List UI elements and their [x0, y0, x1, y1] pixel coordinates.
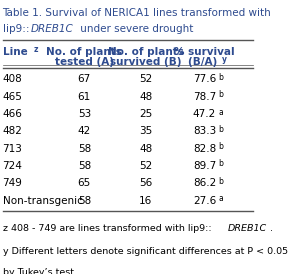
Text: 48: 48 — [139, 144, 152, 153]
Text: % survival: % survival — [174, 47, 235, 57]
Text: 89.7: 89.7 — [193, 161, 216, 171]
Text: 65: 65 — [78, 178, 91, 188]
Text: 58: 58 — [78, 161, 91, 171]
Text: 482: 482 — [2, 126, 22, 136]
Text: 77.6: 77.6 — [193, 74, 216, 84]
Text: lip9::: lip9:: — [2, 24, 29, 34]
Text: 42: 42 — [78, 126, 91, 136]
Text: z: z — [33, 45, 38, 55]
Text: 48: 48 — [139, 92, 152, 102]
Text: a: a — [218, 108, 223, 116]
Text: DREB1C: DREB1C — [31, 24, 74, 34]
Text: 53: 53 — [78, 109, 91, 119]
Text: z 408 - 749 are lines transformed with lip9::: z 408 - 749 are lines transformed with l… — [2, 224, 211, 233]
Text: 465: 465 — [2, 92, 22, 102]
Text: 408: 408 — [2, 74, 22, 84]
Text: y Different letters denote significant differences at P < 0.05: y Different letters denote significant d… — [2, 247, 288, 256]
Text: 713: 713 — [2, 144, 22, 153]
Text: 466: 466 — [2, 109, 22, 119]
Text: No. of plants: No. of plants — [108, 47, 184, 57]
Text: b: b — [218, 73, 223, 82]
Text: b: b — [218, 177, 223, 186]
Text: 47.2: 47.2 — [193, 109, 216, 119]
Text: 16: 16 — [139, 196, 152, 206]
Text: survived (B): survived (B) — [110, 56, 181, 67]
Text: Table 1. Survival of NERICA1 lines transformed with: Table 1. Survival of NERICA1 lines trans… — [2, 8, 271, 18]
Text: b: b — [218, 159, 223, 169]
Text: 58: 58 — [78, 196, 91, 206]
Text: Line: Line — [2, 47, 31, 57]
Text: 52: 52 — [139, 161, 152, 171]
Text: Non-transgenic: Non-transgenic — [2, 196, 82, 206]
Text: by Tukey’s test.: by Tukey’s test. — [2, 268, 76, 274]
Text: 25: 25 — [139, 109, 152, 119]
Text: (B/A): (B/A) — [188, 56, 221, 67]
Text: a: a — [218, 194, 223, 203]
Text: 27.6: 27.6 — [193, 196, 216, 206]
Text: b: b — [218, 90, 223, 99]
Text: 52: 52 — [139, 74, 152, 84]
Text: 82.8: 82.8 — [193, 144, 216, 153]
Text: y: y — [222, 55, 227, 64]
Text: .: . — [270, 224, 273, 233]
Text: under severe drought: under severe drought — [77, 24, 194, 34]
Text: DREB1C: DREB1C — [227, 224, 267, 233]
Text: 67: 67 — [78, 74, 91, 84]
Text: tested (A): tested (A) — [55, 56, 114, 67]
Text: 83.3: 83.3 — [193, 126, 216, 136]
Text: 56: 56 — [139, 178, 152, 188]
Text: 35: 35 — [139, 126, 152, 136]
Text: 58: 58 — [78, 144, 91, 153]
Text: 61: 61 — [78, 92, 91, 102]
Text: b: b — [218, 125, 223, 134]
Text: 724: 724 — [2, 161, 22, 171]
Text: No. of plants: No. of plants — [47, 47, 122, 57]
Text: 86.2: 86.2 — [193, 178, 216, 188]
Text: b: b — [218, 142, 223, 151]
Text: 78.7: 78.7 — [193, 92, 216, 102]
Text: 749: 749 — [2, 178, 22, 188]
